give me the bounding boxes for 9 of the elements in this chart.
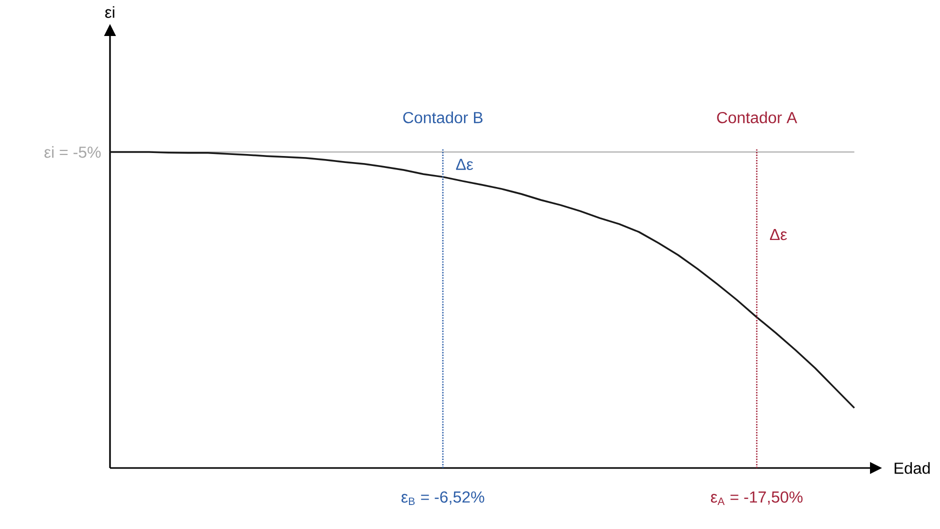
annotation: Δε (770, 229, 787, 240)
text: Contador A (717, 112, 798, 124)
text: εi = -5% (44, 146, 101, 158)
x-axis-title: Edad (894, 462, 930, 474)
text: εi (105, 6, 114, 18)
annotation: Δε (456, 158, 474, 170)
text: ε$_{A}$ = -17,50% (710, 491, 803, 505)
text: ε$_{B}$ = -6,52% (402, 491, 484, 505)
text: Contador B (403, 112, 482, 124)
